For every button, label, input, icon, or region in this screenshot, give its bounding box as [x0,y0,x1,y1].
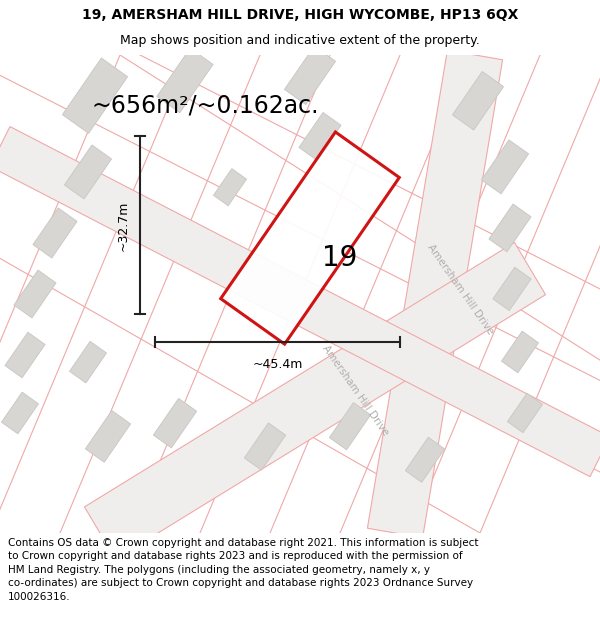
Polygon shape [299,112,341,160]
Polygon shape [70,341,107,383]
Polygon shape [1,392,38,434]
Polygon shape [502,331,539,372]
Text: 19: 19 [322,244,358,272]
Polygon shape [406,438,445,483]
Text: Amersham Hill Drive: Amersham Hill Drive [425,242,495,336]
Polygon shape [452,71,503,130]
Text: Map shows position and indicative extent of the property.: Map shows position and indicative extent… [120,34,480,48]
Polygon shape [221,132,400,344]
Polygon shape [64,145,112,199]
Polygon shape [62,58,128,133]
Polygon shape [481,140,529,194]
Polygon shape [508,393,542,432]
Polygon shape [489,204,531,252]
Polygon shape [367,50,503,538]
Polygon shape [214,169,247,206]
Polygon shape [157,48,213,112]
Polygon shape [5,332,45,378]
Text: ~656m²/~0.162ac.: ~656m²/~0.162ac. [91,94,319,118]
Polygon shape [0,127,600,477]
Text: 19, AMERSHAM HILL DRIVE, HIGH WYCOMBE, HP13 6QX: 19, AMERSHAM HILL DRIVE, HIGH WYCOMBE, H… [82,8,518,22]
Polygon shape [329,402,371,450]
Polygon shape [154,398,197,448]
Text: Contains OS data © Crown copyright and database right 2021. This information is : Contains OS data © Crown copyright and d… [8,538,478,602]
Polygon shape [33,208,77,258]
Polygon shape [284,46,335,104]
Polygon shape [85,411,131,462]
Polygon shape [14,270,56,318]
Polygon shape [244,423,286,470]
Polygon shape [85,242,545,559]
Text: ~32.7m: ~32.7m [117,200,130,251]
Text: Amersham Hill Drive: Amersham Hill Drive [320,344,390,437]
Polygon shape [493,268,531,311]
Text: ~45.4m: ~45.4m [253,358,302,371]
